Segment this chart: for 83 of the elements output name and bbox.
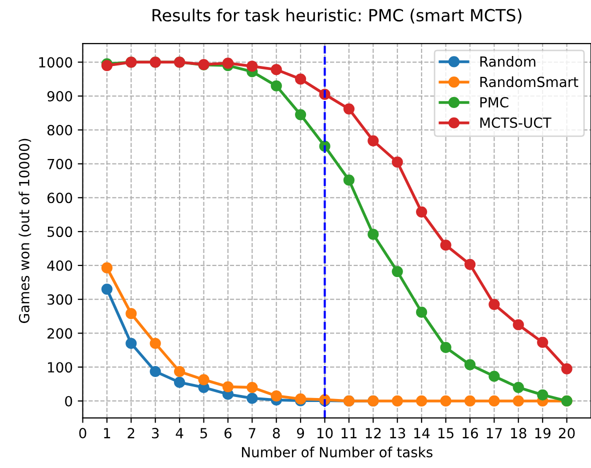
x-tick-label: 12 [366,428,381,438]
point [464,395,476,407]
point [198,374,210,386]
x-tick-label: 9 [297,428,304,438]
point [246,60,258,72]
point [440,342,452,354]
x-tick-label: 14 [414,428,430,438]
x-tick-label: 18 [511,428,526,438]
y-tick-label: 0 [65,396,72,406]
point [295,74,306,85]
point [392,156,403,168]
point [488,370,500,382]
x-axis-title: Number of Number of tasks [242,446,432,458]
point [246,392,258,404]
x-tick-label: 19 [535,428,550,438]
y-tick-label: 1000 [39,57,72,68]
y-tick-label: 200 [48,328,72,339]
point [512,382,524,393]
point [392,395,403,407]
point [416,395,428,407]
x-tick-label: 11 [342,428,357,438]
point [368,228,379,240]
point [537,389,548,400]
x-tick-label: 2 [128,428,134,438]
point [270,80,282,92]
point [150,366,161,378]
y-tick-label: 800 [47,124,72,136]
x-tick-label: 3 [152,428,159,438]
chart-title: Results for task heuristic: PMC (smart MCTS) [152,8,522,24]
x-tick-label: 10 [317,428,333,438]
point [512,395,524,407]
y-tick-label: 400 [47,260,72,271]
point [512,319,524,330]
y-tick-label: 300 [48,294,72,305]
y-tick-label: 500 [48,226,72,238]
point [416,206,428,218]
point [246,382,258,393]
point [464,359,476,370]
point [488,298,500,310]
point [488,395,500,407]
y-tick-label: 700 [48,158,72,170]
point [464,258,476,270]
point [270,390,282,402]
x-tick-label: 20 [558,428,575,438]
y-tick-label: 900 [47,91,72,102]
y-tick-label: 100 [48,362,72,373]
point [222,58,234,69]
point [368,135,379,146]
y-tick-label: 600 [47,192,72,204]
point [101,284,112,295]
x-tick-label: 13 [390,428,406,438]
point [343,103,355,114]
x-tick-label: 1 [104,428,110,438]
point [101,262,112,274]
point [150,338,161,349]
x-tick-label: 7 [248,428,256,438]
point [126,338,137,349]
x-tick-label: 5 [200,428,207,438]
x-tick-label: 17 [486,428,502,438]
point [295,109,306,120]
point [174,376,186,388]
legend-label: Random [480,56,536,67]
point [174,366,186,378]
point [392,266,403,278]
point [222,381,234,392]
legend-label: PMC [480,97,508,108]
point [270,64,282,76]
x-tick-label: 16 [462,428,478,438]
point [440,395,452,407]
legend-label: MCTS-UCT [480,117,552,128]
x-tick-label: 6 [224,428,232,438]
x-tick-label: 0 [79,428,86,438]
point [126,308,137,320]
point [416,306,428,318]
x-tick-label: 8 [272,428,280,438]
y-axis-title: Games won (out of 10000) [18,138,32,323]
point [561,363,572,374]
point [343,174,355,186]
legend-label: RandomSmart [480,76,578,88]
x-tick-label: 15 [438,428,454,438]
point [440,240,452,251]
point [537,336,548,348]
x-tick-label: 4 [176,428,184,438]
